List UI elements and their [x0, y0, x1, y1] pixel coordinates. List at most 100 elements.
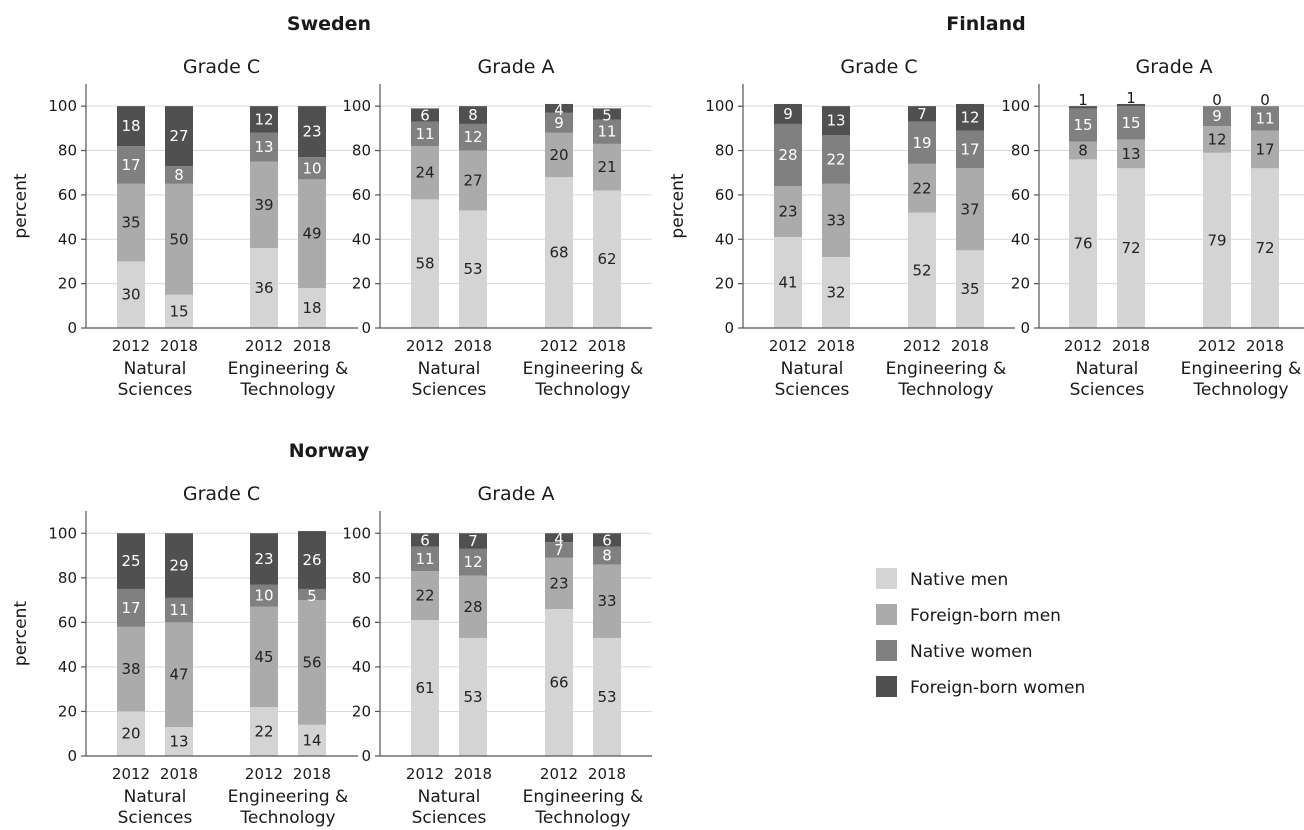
data-label: 41 — [778, 274, 797, 292]
group-label: Natural Sciences — [118, 359, 193, 400]
data-label: 0 — [1212, 91, 1222, 109]
data-label: 7 — [468, 532, 478, 550]
x-tick-label: 2018 — [454, 337, 492, 355]
data-label: 6 — [420, 106, 430, 124]
bar-segment-native-women — [298, 588, 326, 601]
data-label: 52 — [912, 261, 931, 279]
data-label: 23 — [549, 574, 568, 592]
x-tick-label: 2018 — [588, 765, 626, 783]
bar-segment-native-women — [250, 132, 278, 162]
bar-segment-foreign-born-men — [117, 626, 145, 712]
y-tick-label: 100 — [48, 97, 77, 115]
bar-segment-foreign-born-men — [250, 161, 278, 249]
data-label: 22 — [254, 723, 273, 741]
bar-segment-foreign-born-women — [459, 106, 487, 124]
data-label: 79 — [1207, 231, 1226, 249]
data-label: 53 — [597, 688, 616, 706]
bar-segment-foreign-born-women — [774, 103, 802, 124]
bar-segment-native-women — [1117, 106, 1145, 140]
data-label: 9 — [1212, 107, 1222, 125]
y-tick-label: 0 — [361, 319, 371, 337]
y-tick-label: 40 — [715, 230, 734, 248]
y-tick-label: 100 — [1001, 97, 1030, 115]
bar-segment-foreign-born-men — [298, 179, 326, 289]
bar-segment-native-women — [1069, 108, 1097, 142]
x-tick-label: 2012 — [769, 337, 807, 355]
y-tick-label: 20 — [1011, 275, 1030, 293]
legend-swatch-foreign-born-women — [876, 676, 897, 697]
y-tick-label: 100 — [342, 524, 371, 542]
panel-title: Grade A — [1136, 56, 1213, 78]
data-label: 17 — [1255, 140, 1274, 158]
data-label: 13 — [169, 733, 188, 751]
data-label: 9 — [554, 114, 564, 132]
data-label: 17 — [121, 156, 140, 174]
data-label: 23 — [778, 203, 797, 221]
data-label: 26 — [302, 551, 321, 569]
bar-segment-native-women — [411, 546, 439, 572]
legend-swatch-native-women — [876, 640, 897, 661]
data-label: 8 — [468, 106, 478, 124]
data-label: 1 — [1078, 91, 1088, 109]
bar-segment-native-men — [956, 250, 984, 328]
y-axis-label: percent — [668, 173, 688, 238]
legend-label-foreign-born-men: Foreign-born men — [910, 606, 1061, 626]
data-label: 4 — [554, 530, 564, 548]
bar-segment-native-men — [1203, 152, 1231, 328]
data-label: 18 — [302, 299, 321, 317]
data-label: 20 — [549, 146, 568, 164]
country-title-finland: Finland — [946, 13, 1025, 35]
data-label: 53 — [463, 260, 482, 278]
panel-finland-grade-a: Grade A 0 20 40 60 80 100 76 8 15 1 2012 72 13 15 1 2018… — [1001, 56, 1304, 400]
data-label: 37 — [960, 200, 979, 218]
y-tick-label: 80 — [1011, 142, 1030, 160]
panel-norway-grade-c: Grade C 0 20 40 60 80 100 percent 20 38 17 25 2012 13… — [11, 483, 358, 828]
panel-sweden-grade-a: Grade A020406080100582411620125327128201… — [342, 56, 652, 400]
y-tick-label: 20 — [352, 702, 371, 720]
y-tick-label: 60 — [58, 186, 77, 204]
data-label: 47 — [169, 666, 188, 684]
y-axis-label: percent — [11, 173, 31, 238]
panel-norway-grade-a: Grade A020406080100612211620125328127201… — [342, 483, 652, 828]
bar-segment-foreign-born-women — [956, 103, 984, 131]
bar-segment-foreign-born-women — [545, 103, 573, 113]
bar-segment-foreign-born-women — [593, 108, 621, 120]
group-label: Natural Sciences — [412, 787, 487, 828]
data-label: 27 — [169, 127, 188, 145]
bar-segment-foreign-born-women — [117, 533, 145, 589]
data-label: 11 — [169, 601, 188, 619]
data-label: 72 — [1255, 239, 1274, 257]
bar-segment-native-women — [250, 584, 278, 607]
bar-segment-foreign-born-men — [593, 143, 621, 191]
panel-title: Grade C — [840, 56, 917, 78]
y-tick-label: 80 — [352, 142, 371, 160]
x-tick-label: 2012 — [245, 765, 283, 783]
y-tick-label: 20 — [715, 275, 734, 293]
data-label: 38 — [121, 660, 140, 678]
bar-segment-foreign-born-men — [411, 146, 439, 200]
bar-segment-foreign-born-women — [1117, 103, 1145, 107]
y-tick-label: 60 — [1011, 186, 1030, 204]
bar-segment-native-men — [908, 212, 936, 328]
y-tick-label: 60 — [58, 613, 77, 631]
y-tick-label: 80 — [715, 142, 734, 160]
bar-segment-foreign-born-women — [165, 106, 193, 167]
bar-segment-native-men — [250, 248, 278, 328]
bar-segment-foreign-born-women — [1069, 106, 1097, 109]
data-label: 49 — [302, 225, 321, 243]
bar-segment-native-men — [298, 288, 326, 328]
x-tick-label: 2012 — [1198, 337, 1236, 355]
y-tick-label: 0 — [67, 319, 77, 337]
bar-segment-native-women — [774, 123, 802, 187]
bar-segment-foreign-born-women — [117, 106, 145, 147]
data-label: 66 — [549, 674, 568, 692]
data-label: 28 — [778, 146, 797, 164]
data-label: 15 — [1073, 116, 1092, 134]
bar-segment-foreign-born-men — [1251, 130, 1279, 169]
panel-title: Grade C — [183, 483, 260, 505]
bar-segment-native-women — [593, 546, 621, 565]
group-label: Engineering & Technology — [523, 787, 644, 828]
y-tick-label: 60 — [715, 186, 734, 204]
data-label: 12 — [960, 108, 979, 126]
